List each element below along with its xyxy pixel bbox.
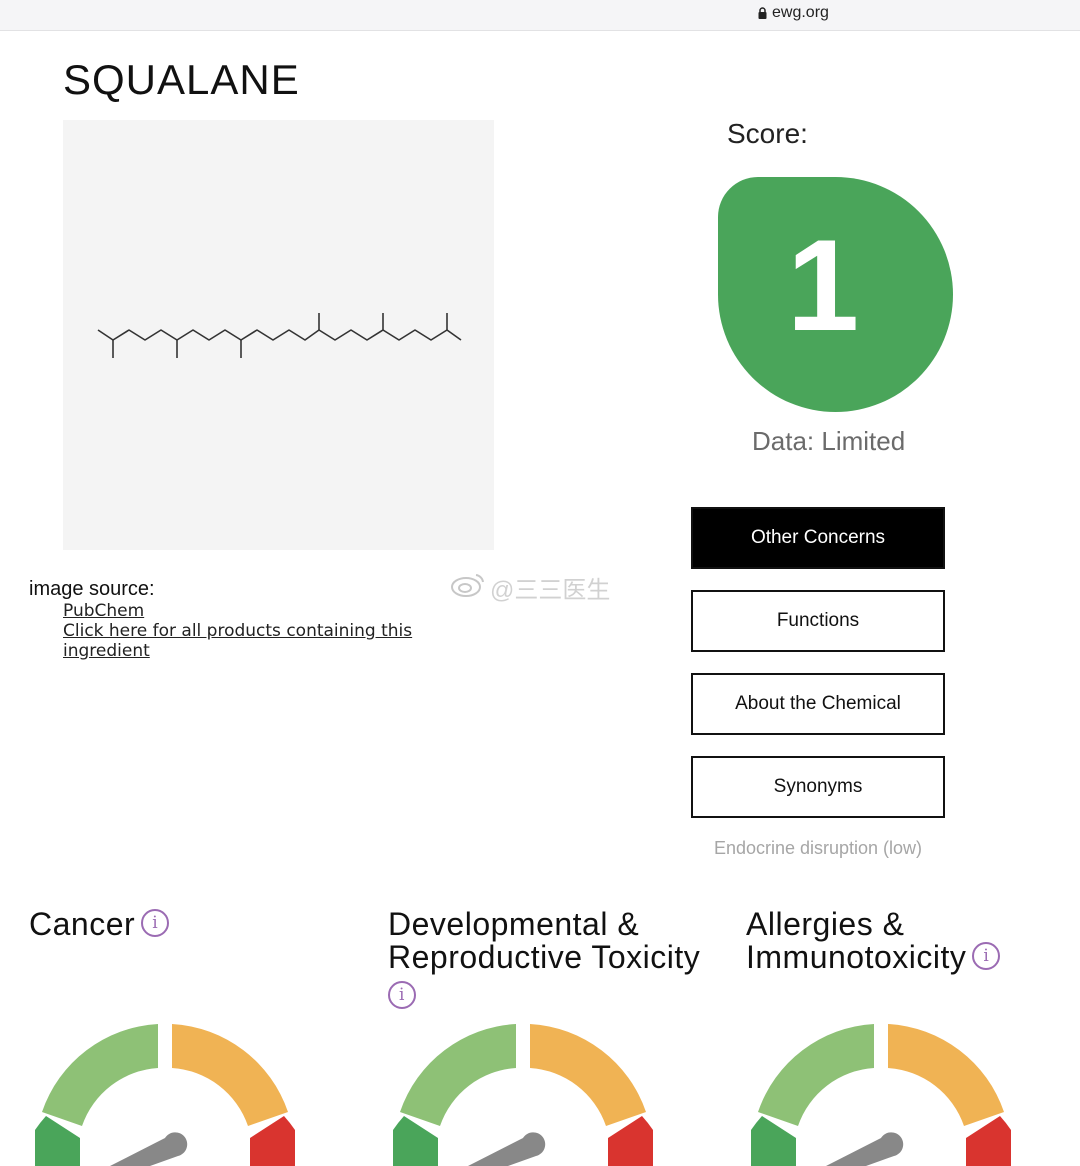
- tab-about-the-chemical[interactable]: About the Chemical: [691, 673, 945, 735]
- concern-allergies: Allergies & Immunotoxicity i: [746, 908, 1046, 974]
- gauge-segment-low: [393, 1116, 438, 1166]
- concern-cancer: Cancer i: [29, 908, 329, 941]
- gauge-segment-low: [751, 1116, 796, 1166]
- score-label: Score:: [727, 118, 808, 149]
- watermark: @三三医生: [450, 570, 610, 605]
- tab-functions[interactable]: Functions: [691, 590, 945, 652]
- gauge-needle: [826, 1132, 904, 1166]
- concern-developmental-label: Developmental & Reproductive Toxicity: [388, 906, 701, 975]
- gauge-needle: [110, 1132, 188, 1166]
- developmental-gauge: [388, 1020, 658, 1166]
- watermark-text: @三三医生: [490, 577, 611, 604]
- gauge-segment-moderate: [888, 1024, 1004, 1126]
- gauge-segment-moderate: [530, 1024, 646, 1126]
- molecule-structure-image: [63, 120, 494, 550]
- cancer-gauge: [30, 1020, 300, 1166]
- concern-allergies-label: Allergies & Immunotoxicity: [746, 906, 967, 975]
- gauge-segment-low-moderate: [42, 1024, 158, 1126]
- other-concerns-text: Endocrine disruption (low): [713, 838, 923, 858]
- weibo-icon: [450, 571, 486, 604]
- gauge-segment-high: [608, 1116, 653, 1166]
- image-source-label: image source:: [29, 578, 155, 600]
- gauge-segment-moderate: [172, 1024, 288, 1126]
- allergies-gauge: [746, 1020, 1016, 1166]
- concern-developmental: Developmental & Reproductive Toxicity i: [388, 906, 728, 1009]
- gauge-needle: [468, 1132, 546, 1166]
- pubchem-link[interactable]: PubChem: [63, 601, 145, 621]
- gauge-segment-high: [250, 1116, 295, 1166]
- data-availability: Data: Limited: [752, 426, 906, 456]
- gauge-segment-low-moderate: [400, 1024, 516, 1126]
- info-icon[interactable]: i: [141, 908, 170, 937]
- url-text: ewg.org: [772, 4, 829, 21]
- concern-cancer-label: Cancer: [29, 906, 136, 942]
- gauge-segment-low-moderate: [758, 1024, 874, 1126]
- url-display[interactable]: ewg.org: [758, 4, 829, 22]
- tab-synonyms[interactable]: Synonyms: [691, 756, 945, 818]
- gauge-segments: [35, 1024, 295, 1166]
- score-value: 1: [786, 212, 860, 358]
- gauge-segment-low: [35, 1116, 80, 1166]
- tab-other-concerns[interactable]: Other Concerns: [691, 507, 945, 569]
- gauge-segments: [393, 1024, 653, 1166]
- info-icon[interactable]: i: [388, 980, 416, 1009]
- score-badge: [718, 177, 953, 412]
- ingredient-title: SQUALANE: [63, 56, 300, 103]
- image-source-links: PubChem Click here for all products cont…: [63, 601, 483, 661]
- lock-icon: [758, 7, 767, 19]
- gauge-segments: [751, 1024, 1011, 1166]
- info-icon[interactable]: i: [972, 941, 1001, 970]
- all-products-link[interactable]: Click here for all products containing t…: [63, 621, 413, 661]
- gauge-segment-high: [966, 1116, 1011, 1166]
- browser-address-bar[interactable]: ewg.org: [0, 0, 1080, 31]
